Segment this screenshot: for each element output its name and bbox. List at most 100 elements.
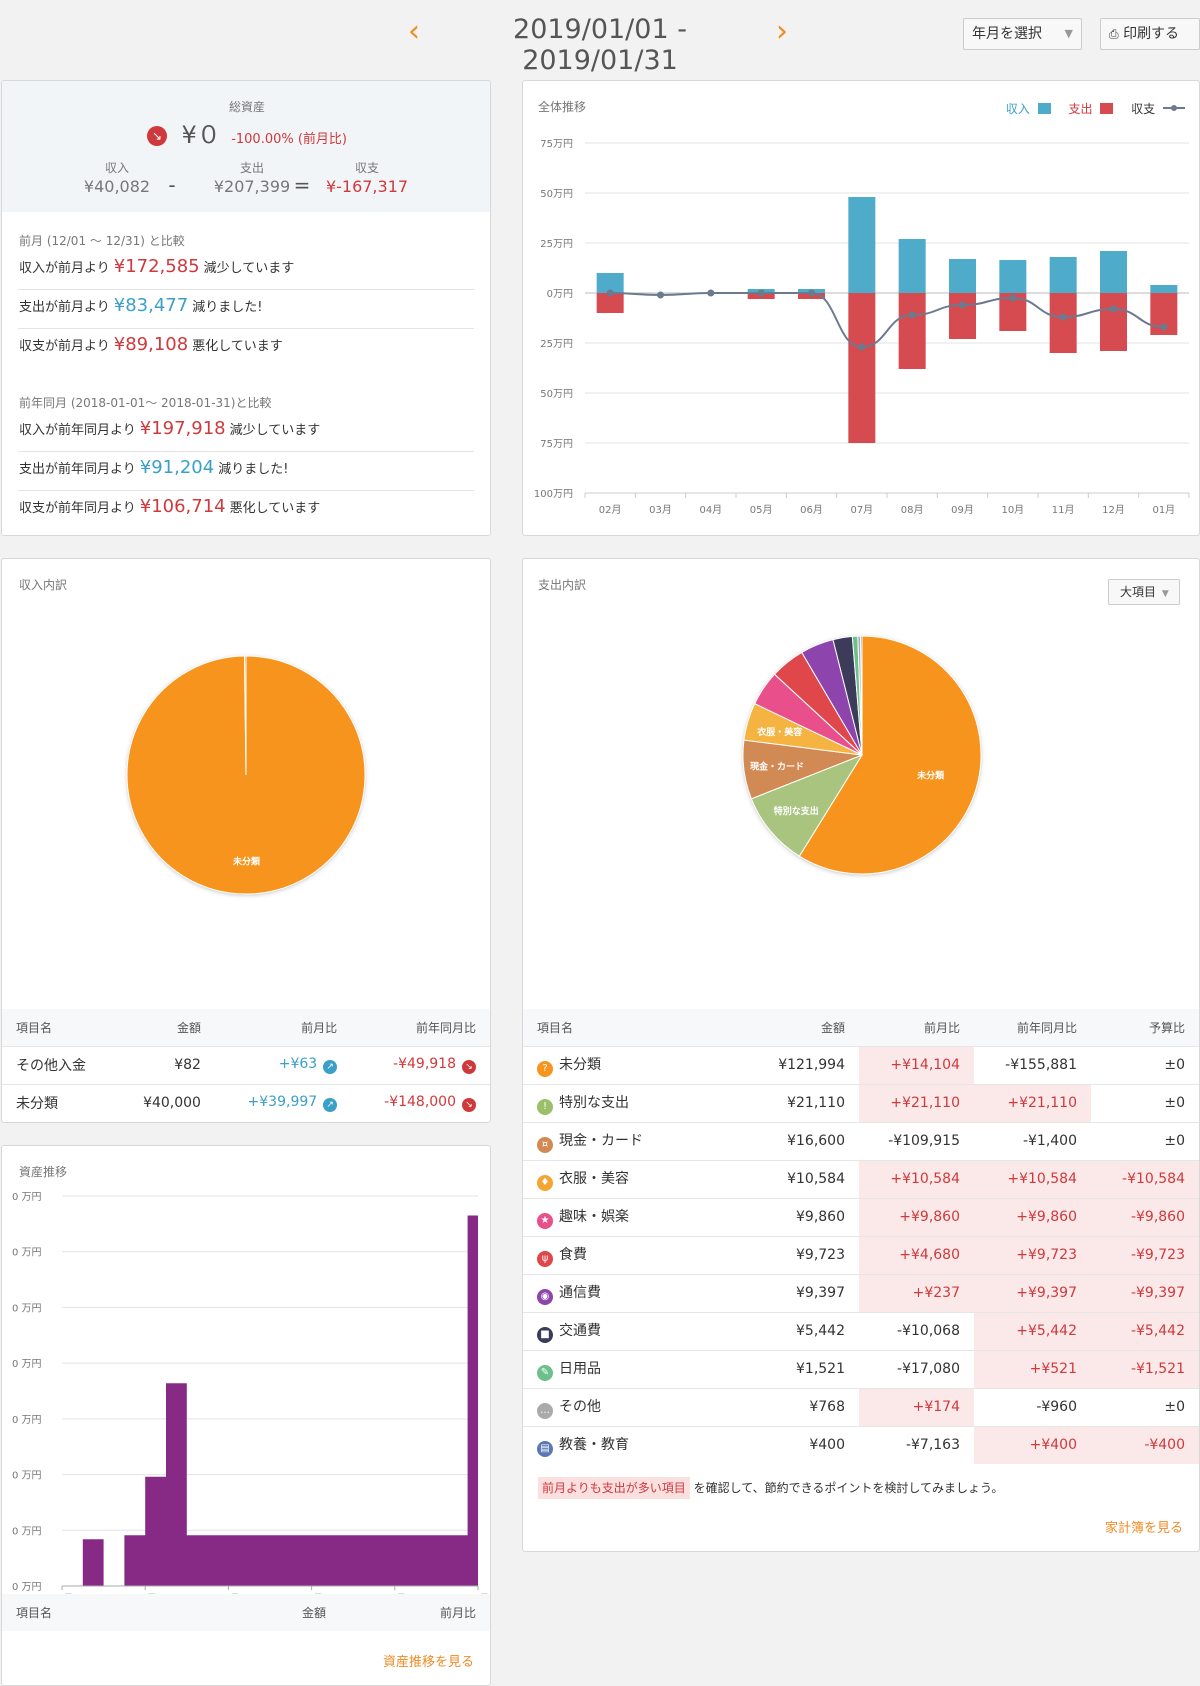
y-tick-label: 0 万円 (12, 1359, 42, 1370)
pie-label: 未分類 (916, 770, 945, 782)
assets-title: 資産推移 (19, 1165, 68, 1179)
balance-point (1110, 305, 1117, 313)
cmp-prefix: 収支が前月より (19, 339, 110, 354)
table-row[interactable]: … その他 ¥768 +¥174 -¥960 ±0 (523, 1387, 1199, 1426)
prev-year-line-1: 収入が前年同月より ¥197,918 減少しています (19, 418, 320, 439)
category-level-dropdown[interactable]: 大項目 ▼ (1108, 579, 1180, 605)
balance-point (959, 301, 966, 309)
legend-expense-label: 支出 (1068, 102, 1093, 116)
table-row[interactable]: ? 未分類 ¥121,994 +¥14,104 -¥155,881 ±0 (523, 1045, 1199, 1084)
y-tick-label: 0 万円 (12, 1471, 42, 1482)
income-bar (1049, 257, 1077, 293)
x-tick-label: 09月 (951, 504, 974, 516)
table-row[interactable]: ¤ 現金・カード ¥16,600 -¥109,915 -¥1,400 ±0 (523, 1121, 1199, 1160)
table-row[interactable]: ◉ 通信費 ¥9,397 +¥237 +¥9,397 -¥9,397 (523, 1273, 1199, 1312)
y-tick-label: 75万円 (540, 439, 573, 450)
x-tick-label: 01月 (1152, 504, 1175, 516)
divider (18, 328, 474, 329)
row-amount: ¥121,994 (739, 1045, 859, 1084)
household-book-link[interactable]: 家計簿を見る (1104, 1521, 1183, 1536)
row-budget: -¥9,860 (1091, 1197, 1199, 1236)
balance-point (1160, 323, 1168, 331)
table-row[interactable]: その他入金 ¥82 +¥63 ↗ -¥49,918 ↘ (2, 1045, 490, 1084)
income-value: ¥40,082 (83, 177, 151, 196)
row-amount: ¥9,397 (739, 1273, 859, 1312)
legend-balance-label: 収支 (1131, 102, 1156, 116)
x-tick-label: 08月 (901, 504, 924, 516)
table-row[interactable]: ♦ 衣服・美容 ¥10,584 +¥10,584 +¥10,584 -¥10,584 (523, 1159, 1199, 1198)
category-icon: ▤ (537, 1440, 553, 1457)
legend-income-swatch (1037, 103, 1051, 114)
row-name-cell: ψ 食費 (523, 1235, 739, 1274)
th-yoy: 前年同月比 (974, 1009, 1091, 1046)
category-icon: ■ (537, 1326, 553, 1343)
row-yoy: +¥521 (974, 1349, 1091, 1388)
pie-slice (798, 635, 982, 875)
y-tick-label: 0 万円 (12, 1192, 42, 1203)
row-name: 衣服・美容 (559, 1170, 629, 1187)
income-bar (848, 197, 876, 293)
assets-area (62, 1215, 478, 1586)
y-tick-label: 0 万円 (12, 1415, 42, 1426)
balance-point (858, 343, 866, 351)
table-row[interactable]: ✎ 日用品 ¥1,521 -¥17,080 +¥521 -¥1,521 (523, 1349, 1199, 1388)
print-button[interactable]: ⎙ 印刷する (1100, 18, 1200, 50)
assets-link[interactable]: 資産推移を見る (382, 1655, 474, 1670)
pie-slice (860, 635, 863, 756)
row-yoy-cell: -¥148,000 ↘ (351, 1083, 490, 1122)
row-budget: -¥9,723 (1091, 1235, 1199, 1274)
row-name: 未分類 (559, 1056, 601, 1073)
total-assets-label: 総資産 (228, 100, 265, 114)
up-arrow-icon: ↗ (323, 1060, 338, 1074)
dropdown-label: 大項目 (1120, 585, 1157, 599)
down-arrow-icon: ↘ (462, 1060, 476, 1074)
row-name: 教養・教育 (559, 1436, 629, 1453)
y-tick-label: 25万円 (540, 339, 573, 350)
prev-month-icon[interactable]: ‹ (408, 14, 420, 49)
y-tick-label: 75万円 (540, 139, 573, 150)
row-amount: ¥5,442 (739, 1311, 859, 1350)
row-name-cell: ✎ 日用品 (523, 1349, 739, 1388)
balance-point (757, 289, 765, 297)
income-bar (1100, 251, 1127, 293)
minus-sign: - (168, 173, 176, 197)
row-name: その他入金 (2, 1045, 116, 1084)
y-tick-label: 25万円 (540, 239, 573, 250)
table-row[interactable]: ! 特別な支出 ¥21,110 +¥21,110 +¥21,110 ±0 (523, 1083, 1199, 1122)
row-mom: +¥39,997 (247, 1094, 318, 1111)
table-row[interactable]: 未分類 ¥40,000 +¥39,997 ↗ -¥148,000 ↘ (2, 1083, 490, 1122)
row-budget: -¥10,584 (1091, 1159, 1199, 1198)
row-amount: ¥40,000 (115, 1083, 215, 1122)
prev-year-line-2: 支出が前年同月より ¥91,204 減りました! (19, 457, 288, 478)
table-row[interactable]: ▤ 教養・教育 ¥400 -¥7,163 +¥400 -¥400 (523, 1425, 1199, 1464)
row-name-cell: ♦ 衣服・美容 (523, 1159, 739, 1198)
cmp-amount: ¥83,477 (113, 295, 189, 316)
row-name: 特別な支出 (559, 1094, 629, 1111)
category-icon: ★ (537, 1212, 553, 1229)
next-month-icon[interactable]: › (776, 14, 788, 49)
row-yoy: +¥9,860 (974, 1197, 1091, 1236)
category-icon: ¤ (537, 1136, 553, 1153)
expense-bar (949, 293, 976, 339)
x-tick-label: 02月 (599, 504, 622, 516)
x-tick-label: 05月 (750, 504, 773, 516)
table-row[interactable]: ★ 趣味・娯楽 ¥9,860 +¥9,860 +¥9,860 -¥9,860 (523, 1197, 1199, 1236)
row-yoy: +¥21,110 (974, 1083, 1091, 1122)
cmp-prefix: 収入が前月より (19, 261, 110, 276)
income-bar (949, 259, 976, 293)
table-row[interactable]: ψ 食費 ¥9,723 +¥4,680 +¥9,723 -¥9,723 (523, 1235, 1199, 1274)
cmp-prefix: 支出が前年同月より (19, 462, 136, 477)
row-mom: +¥237 (859, 1273, 974, 1312)
month-select[interactable]: 年月を選択 ▼ (963, 18, 1082, 50)
row-amount: ¥82 (115, 1045, 215, 1084)
down-arrow-icon: ↘ (147, 126, 167, 146)
trend-legend: 収入 支出 収支 (1006, 100, 1185, 117)
row-mom: +¥21,110 (859, 1083, 974, 1122)
x-tick-label: 07月 (850, 504, 873, 516)
income-pie-chart: 未分類 (126, 655, 366, 895)
table-row[interactable]: ■ 交通費 ¥5,442 -¥10,068 +¥5,442 -¥5,442 (523, 1311, 1199, 1350)
expense-bar (596, 293, 624, 313)
cmp-prefix: 収支が前年同月より (19, 501, 136, 516)
row-budget: ±0 (1091, 1121, 1199, 1160)
